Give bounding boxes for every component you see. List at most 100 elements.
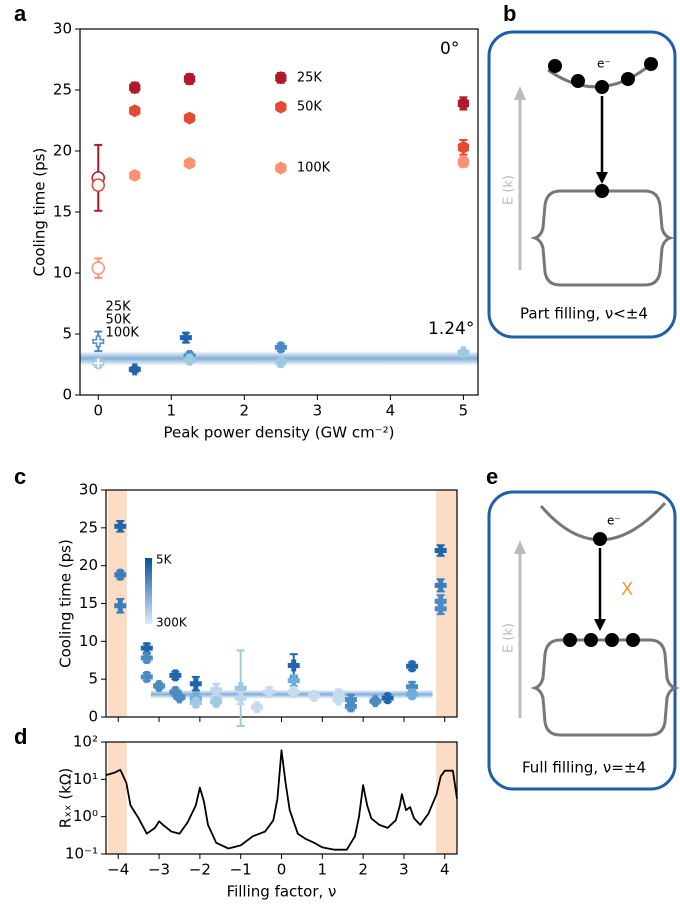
marker (183, 111, 196, 125)
axes-frame (79, 28, 479, 396)
arrow-head (596, 172, 608, 184)
marker (114, 599, 127, 612)
x-tick-label: 0 (93, 402, 103, 420)
series-label: 50K (106, 313, 132, 328)
y-axis-label: Rₓₓ (kΩ) (57, 768, 75, 828)
x-tick-label: 2 (358, 861, 368, 879)
y-tick-label: 20 (79, 556, 98, 574)
shaded-region (436, 742, 457, 854)
y-tick-label: 10 (79, 632, 98, 650)
arrow-head (594, 619, 606, 631)
panel-c: c 0 5 10 15 20 25 30 Cooling time (ps) 5K 300K (14, 464, 458, 728)
electron (593, 532, 607, 546)
y-tick-label: 0 (88, 708, 98, 726)
electron-label: e⁻ (607, 514, 621, 528)
y-axis-label: Cooling time (ps) (57, 539, 75, 668)
marker (128, 363, 141, 376)
x-tick-label: 1 (318, 861, 328, 879)
marker-fill (93, 336, 103, 346)
blocked-mark: X (621, 579, 633, 600)
y-tick-label: 25 (79, 518, 98, 536)
marker (91, 261, 106, 275)
band-lower (530, 638, 680, 737)
shaded-region (108, 742, 127, 854)
x-tick-label: 3 (313, 402, 323, 420)
line (105, 749, 458, 851)
y-tick-label: 10¹ (73, 770, 98, 788)
series-label: 50K (297, 100, 323, 115)
x-tick-label: 4 (440, 861, 450, 879)
y-tick-label: 30 (53, 20, 72, 38)
colorbar (145, 558, 152, 624)
colorbar-label: 5K (156, 553, 173, 567)
marker (91, 178, 106, 192)
frame (487, 30, 677, 339)
marker (457, 140, 469, 154)
marker (406, 688, 419, 701)
marker (332, 693, 345, 706)
marker (434, 544, 447, 557)
y-tick-label: 10² (73, 733, 98, 751)
y-tick-label: 5 (62, 325, 72, 343)
x-tick-label: 1 (167, 402, 177, 420)
y-tick-label: 20 (53, 142, 72, 160)
x-tick-label: −4 (107, 861, 129, 879)
series-label: 100K (297, 161, 331, 176)
energy-axis-label: E (k) (502, 623, 517, 653)
marker (153, 679, 166, 692)
electron-label: e⁻ (597, 57, 611, 71)
marker (287, 659, 300, 672)
annotation: 0° (440, 39, 459, 59)
energy-axis-label: E (k) (502, 175, 517, 205)
panel-letter: a (14, 1, 27, 26)
marker (140, 651, 153, 664)
marker (173, 691, 186, 704)
y-tick-label: 15 (53, 203, 72, 221)
y-tick-label: 30 (79, 481, 98, 499)
x-tick-label: 2 (240, 402, 250, 420)
y-tick-label: 0 (62, 386, 72, 404)
marker (434, 602, 447, 615)
marker (275, 161, 287, 175)
marker (457, 96, 469, 110)
energy-arrow-head (514, 540, 526, 554)
marker (381, 692, 394, 705)
marker (183, 72, 196, 86)
marker (457, 155, 469, 169)
x-tick-label: −2 (189, 861, 211, 879)
marker (210, 695, 223, 708)
marker (129, 81, 141, 95)
marker (179, 331, 192, 344)
x-tick-label: −3 (148, 861, 170, 879)
marker (275, 71, 287, 85)
marker (129, 168, 141, 182)
marker-fill (93, 358, 103, 368)
marker (344, 700, 357, 713)
diagram-b: b e⁻ E (k) Part filling, ν<±4 (487, 1, 677, 339)
panel-letter: c (14, 464, 26, 489)
marker (434, 579, 447, 592)
y-tick-label: 15 (79, 594, 98, 612)
annotation: 1.24° (428, 319, 474, 339)
marker (129, 104, 141, 118)
marker (183, 156, 196, 170)
y-axis-label: Cooling time (ps) (31, 148, 49, 277)
marker (369, 695, 382, 708)
panel-letter: b (503, 1, 516, 26)
y-tick-label: 10⁻¹ (65, 845, 98, 863)
caption: Full filling, ν=±4 (522, 759, 646, 777)
colorbar-label: 300K (156, 616, 188, 630)
marker (114, 520, 127, 533)
marker (183, 353, 196, 366)
marker (114, 568, 127, 581)
x-tick-label: 4 (386, 402, 396, 420)
diagram-e: e e⁻ X E (k) Full filling, ν=±4 (486, 464, 680, 791)
electrons (548, 57, 658, 94)
marker (169, 669, 182, 682)
y-tick-label: 10 (53, 264, 72, 282)
marker (251, 701, 264, 714)
marker (234, 692, 247, 705)
caption: Part filling, ν<±4 (520, 305, 648, 323)
x-axis-label: Filling factor, ν (227, 883, 337, 901)
